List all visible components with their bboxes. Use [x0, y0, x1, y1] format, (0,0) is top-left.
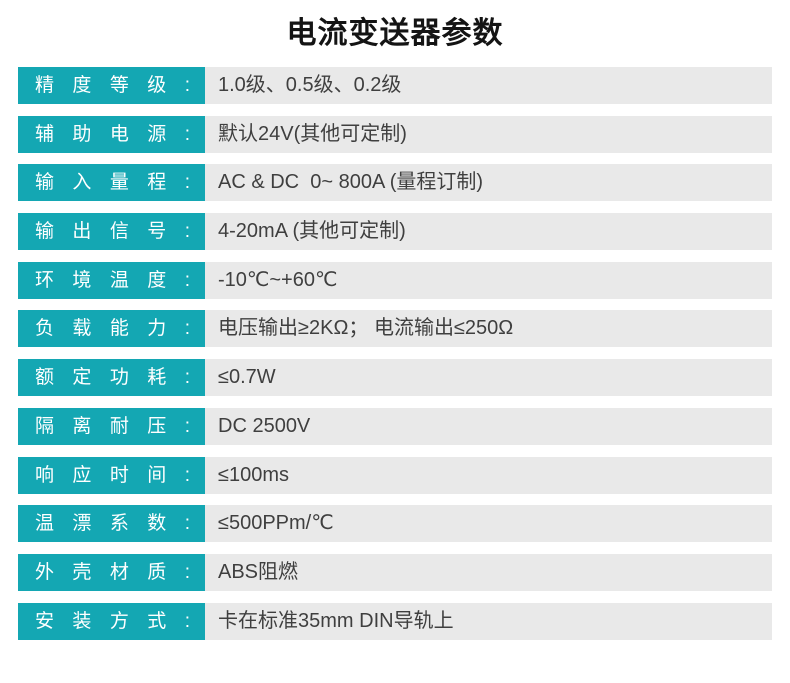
row-value: DC 2500V	[205, 407, 772, 445]
row-value: AC & DC 0~ 800A (量程订制)	[205, 164, 772, 202]
row-value: ≤0.7W	[205, 359, 772, 397]
table-row-response-time: 响 应 时 间 : ≤100ms	[18, 456, 772, 494]
table-row-load-capacity: 负 载 能 力 : 电压输出≥2KΩ； 电流输出≤250Ω	[18, 310, 772, 348]
row-label: 输 入 量 程 :	[18, 164, 205, 202]
row-value: 默认24V(其他可定制)	[205, 115, 772, 153]
row-label: 额 定 功 耗 :	[18, 359, 205, 397]
table-row-ambient-temp: 环 境 温 度 : -10℃~+60℃	[18, 261, 772, 299]
row-value: 4-20mA (其他可定制)	[205, 213, 772, 251]
row-label: 负 载 能 力 :	[18, 310, 205, 348]
row-value: 1.0级、0.5级、0.2级	[205, 67, 772, 104]
row-label: 辅 助 电 源 :	[18, 115, 205, 153]
row-value: 电压输出≥2KΩ； 电流输出≤250Ω	[205, 310, 772, 348]
row-value: ≤100ms	[205, 456, 772, 494]
table-row-mounting: 安 装 方 式 : 卡在标准35mm DIN导轨上	[18, 602, 772, 640]
table-row-aux-power: 辅 助 电 源 : 默认24V(其他可定制)	[18, 115, 772, 153]
page-title: 电流变送器参数	[286, 17, 504, 50]
table-row-temp-drift: 温 漂 系 数 : ≤500PPm/℃	[18, 505, 772, 543]
row-label: 精 度 等 级 :	[18, 67, 205, 104]
row-value: ABS阻燃	[205, 553, 772, 591]
row-value: 卡在标准35mm DIN导轨上	[205, 602, 772, 640]
table-row-input-range: 输 入 量 程 : AC & DC 0~ 800A (量程订制)	[18, 164, 772, 202]
row-label: 响 应 时 间 :	[18, 456, 205, 494]
row-value: ≤500PPm/℃	[205, 505, 772, 543]
row-value: -10℃~+60℃	[205, 261, 772, 299]
row-label: 环 境 温 度 :	[18, 261, 205, 299]
row-label: 安 装 方 式 :	[18, 602, 205, 640]
table-row-rated-power: 额 定 功 耗 : ≤0.7W	[18, 359, 772, 397]
table-row-output-signal: 输 出 信 号 : 4-20mA (其他可定制)	[18, 213, 772, 251]
row-label: 外 壳 材 质 :	[18, 553, 205, 591]
table-row-shell-material: 外 壳 材 质 : ABS阻燃	[18, 553, 772, 591]
table-row-isolation-voltage: 隔 离 耐 压 : DC 2500V	[18, 407, 772, 445]
row-label: 输 出 信 号 :	[18, 213, 205, 251]
spec-table: 精 度 等 级 : 1.0级、0.5级、0.2级 辅 助 电 源 : 默认24V…	[18, 67, 772, 640]
row-label: 温 漂 系 数 :	[18, 505, 205, 543]
row-label: 隔 离 耐 压 :	[18, 407, 205, 445]
table-row-accuracy: 精 度 等 级 : 1.0级、0.5级、0.2级	[18, 67, 772, 104]
